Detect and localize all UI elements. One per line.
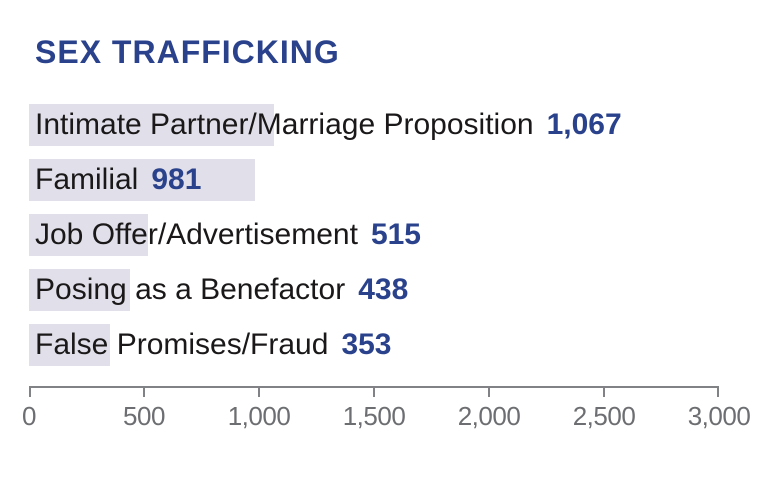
category-label: Posing as a Benefactor bbox=[35, 273, 346, 306]
axis-tick bbox=[258, 386, 260, 397]
bar-row-text: Familial 981 bbox=[29, 159, 719, 201]
bar-row: False Promises/Fraud 353 bbox=[29, 324, 719, 366]
axis-tick bbox=[143, 386, 145, 397]
bar bbox=[29, 104, 275, 146]
axis-tick-label: 500 bbox=[123, 401, 165, 431]
value-label: 515 bbox=[370, 218, 421, 251]
value-label: 1,067 bbox=[546, 108, 622, 141]
value-label: 353 bbox=[341, 328, 392, 361]
category-label: False Promises/Fraud bbox=[35, 328, 329, 361]
bar-row-text: Job Offer/Advertisement 515 bbox=[29, 214, 719, 256]
bar-rows: Intimate Partner/Marriage Proposition 1,0… bbox=[29, 104, 719, 379]
bar-row-text: Intimate Partner/Marriage Proposition 1,0… bbox=[29, 104, 719, 146]
bar bbox=[29, 269, 130, 311]
bar-row: Intimate Partner/Marriage Proposition 1,0… bbox=[29, 104, 719, 146]
category-label: Job Offer/Advertisement bbox=[35, 218, 358, 251]
axis-tick bbox=[488, 386, 490, 397]
bar-row-text: Posing as a Benefactor 438 bbox=[29, 269, 719, 311]
bar bbox=[29, 324, 111, 366]
axis-tick-label: 1,000 bbox=[227, 401, 291, 431]
bar-row: Familial 981 bbox=[29, 159, 719, 201]
value-label: 981 bbox=[151, 163, 202, 196]
axis-tick bbox=[29, 386, 31, 397]
axis-tick bbox=[717, 386, 719, 397]
axis-tick bbox=[603, 386, 605, 397]
x-axis: 0 500 1,000 1,500 2,000 2,500 3,000 bbox=[22, 386, 751, 446]
bar bbox=[29, 159, 255, 201]
value-label: 438 bbox=[358, 273, 409, 306]
axis-tick-label: 3,000 bbox=[687, 401, 751, 431]
bar-row: Job Offer/Advertisement 515 bbox=[29, 214, 719, 256]
bar-row: Posing as a Benefactor 438 bbox=[29, 269, 719, 311]
category-label: Familial bbox=[35, 163, 139, 196]
bar-row-text: False Promises/Fraud 353 bbox=[29, 324, 719, 366]
axis-tick bbox=[373, 386, 375, 397]
category-label: Intimate Partner/Marriage Proposition bbox=[35, 108, 534, 141]
axis-tick-label: 0 bbox=[22, 401, 36, 431]
chart-title: SEX TRAFFICKING bbox=[35, 34, 340, 70]
axis-tick-label: 1,500 bbox=[342, 401, 406, 431]
axis-tick-label: 2,000 bbox=[457, 401, 521, 431]
bar bbox=[29, 214, 148, 256]
axis-tick-label: 2,500 bbox=[572, 401, 636, 431]
